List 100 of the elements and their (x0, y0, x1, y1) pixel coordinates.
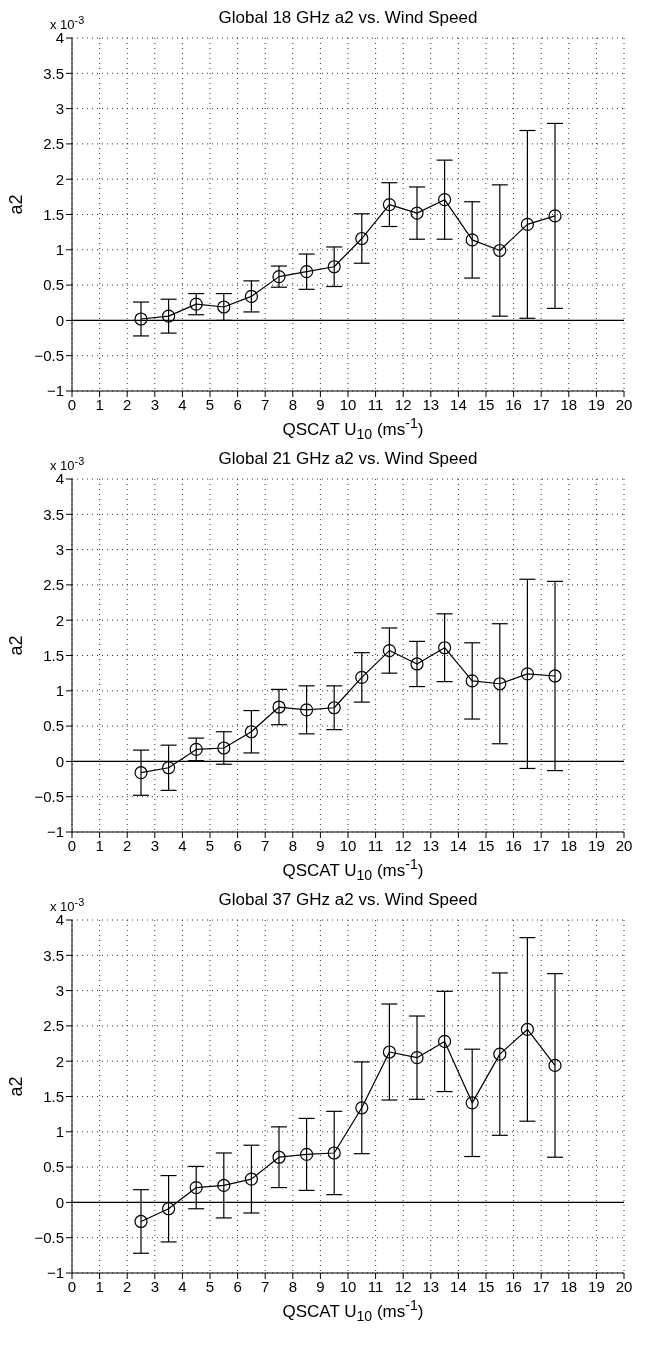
point (217, 300, 231, 314)
point (327, 1146, 341, 1160)
point (493, 677, 507, 691)
point (272, 700, 286, 714)
x-tick-label: 18 (560, 395, 578, 413)
x-tick-label: 14 (450, 836, 467, 854)
point (548, 1058, 562, 1073)
point (548, 669, 562, 683)
point (272, 1150, 286, 1164)
point (162, 309, 176, 323)
point (272, 270, 286, 284)
x-tick-label: 19 (588, 836, 605, 854)
y-tick-label: 0.5 (43, 717, 64, 735)
point (520, 217, 534, 231)
point (355, 1101, 369, 1115)
x-tick-label: 11 (367, 836, 384, 854)
y-tick-label: 0.5 (43, 276, 64, 294)
x-tick-label: 2 (123, 1277, 132, 1295)
y-tick-label: 3 (55, 981, 64, 999)
point (382, 1045, 396, 1059)
x-tick-label: 15 (477, 395, 495, 413)
x-tick-label: 16 (505, 836, 522, 854)
point (327, 701, 341, 715)
x-tick-label: 7 (261, 1277, 270, 1295)
y-tick-label: 2.5 (43, 135, 64, 153)
point (300, 1147, 314, 1161)
point (410, 206, 424, 220)
point (438, 193, 452, 207)
x-tick-label: 17 (532, 1277, 550, 1295)
y-tick-label: 2.5 (43, 576, 64, 594)
point (134, 766, 148, 780)
point (382, 198, 396, 212)
point (493, 1047, 507, 1061)
x-tick-label: 16 (505, 1277, 522, 1295)
point (300, 703, 314, 717)
x-tick-label: 11 (367, 395, 384, 413)
x-tick-label: 19 (588, 1277, 605, 1295)
point (520, 667, 534, 681)
point (465, 233, 479, 247)
x-tick-label: 14 (450, 1277, 467, 1295)
point (244, 289, 258, 303)
y-tick-label: 3.5 (43, 505, 64, 523)
x-tick-label: 20 (615, 1277, 633, 1295)
x-tick-label: 8 (288, 1277, 297, 1295)
y-tick-label: −0.5 (34, 788, 64, 806)
x-tick-label: 3 (150, 395, 159, 413)
y-tick-label: 0 (55, 311, 64, 329)
x-axis-title: QSCAT U$_{10}$ (ms$^{-1}$) (281, 415, 425, 443)
y-tick-label: 2.5 (43, 1017, 64, 1035)
y-tick-label: 1 (55, 241, 64, 259)
x-axis-title: QSCAT U$_{10}$ (ms$^{-1}$) (281, 1297, 425, 1325)
x-tick-label: 15 (477, 1277, 495, 1295)
x-tick-label: 13 (422, 1277, 440, 1295)
y-tick-label: 2 (55, 170, 64, 188)
x-tick-label: 9 (316, 395, 325, 413)
y-tick-label: 0.5 (43, 1158, 64, 1176)
x-tick-label: 6 (233, 1277, 242, 1295)
y-tick-label: 1.5 (43, 646, 64, 664)
x-tick-label: 4 (178, 836, 187, 854)
point (189, 1180, 203, 1195)
point (300, 265, 314, 279)
x-tick-label: 1 (95, 836, 104, 854)
point (548, 209, 562, 223)
x-tick-label: 5 (205, 836, 215, 854)
point (162, 1202, 176, 1216)
y-axis-title: a2 (6, 194, 27, 215)
y-tick-label: −0.5 (34, 347, 64, 365)
y-tick-label: −0.5 (34, 1229, 64, 1247)
x-tick-label: 2 (123, 395, 132, 413)
x-tick-label: 10 (339, 395, 357, 413)
x-tick-label: 15 (477, 836, 495, 854)
x-tick-label: 7 (261, 395, 270, 413)
x-tick-label: 14 (450, 395, 467, 413)
y-tick-label: −1 (46, 823, 64, 841)
point (382, 643, 396, 658)
point (244, 725, 258, 739)
x-tick-label: 7 (261, 836, 270, 854)
chart-title: Global 18 GHz a2 vs. Wind Speed (218, 8, 478, 27)
x-tick-label: 6 (233, 836, 242, 854)
chart-title: Global 21 GHz a2 vs. Wind Speed (218, 449, 478, 468)
x-tick-label: 0 (67, 395, 77, 413)
point (355, 231, 369, 246)
x-tick-label: 19 (588, 395, 605, 413)
x-tick-label: 0 (67, 1277, 77, 1295)
y-tick-label: −1 (46, 382, 64, 400)
y-axis-title: a2 (6, 635, 27, 656)
point (217, 1178, 231, 1193)
point (327, 260, 341, 274)
y-tick-label: 2 (55, 1052, 64, 1070)
x-axis-title: QSCAT U$_{10}$ (ms$^{-1}$) (281, 856, 425, 884)
y-tick-label: 3 (55, 540, 64, 558)
x-tick-label: 5 (205, 395, 215, 413)
point (162, 761, 176, 775)
x-tick-label: 18 (560, 1277, 578, 1295)
point (520, 1022, 534, 1037)
x-tick-label: 3 (150, 1277, 159, 1295)
y-tick-label: 0 (55, 1193, 64, 1211)
point (189, 297, 203, 311)
x-tick-label: 1 (95, 1277, 104, 1295)
y-axis-title: a2 (6, 1076, 27, 1097)
